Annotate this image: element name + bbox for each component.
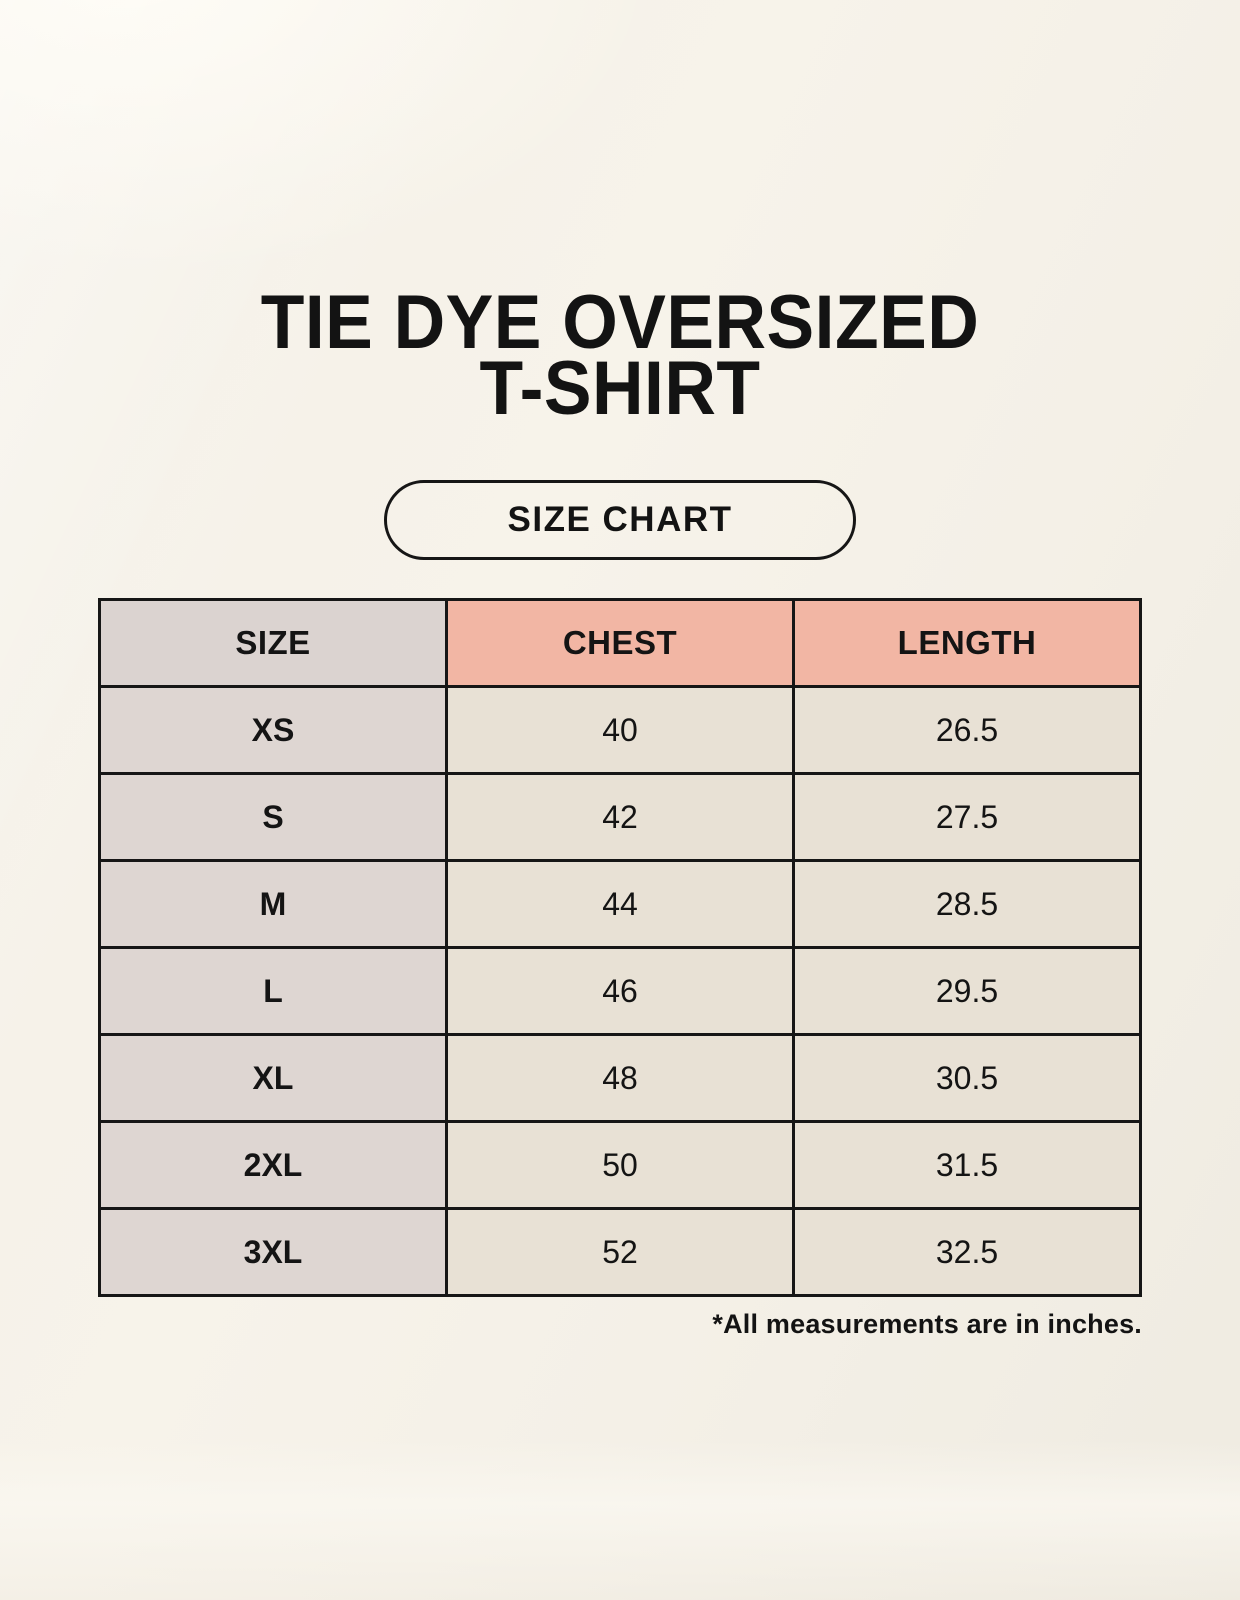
chest-value: 50: [445, 1120, 795, 1211]
column-header-size: SIZE: [98, 598, 448, 689]
size-label: L: [98, 946, 448, 1037]
table-row-xl: XL 48 30.5: [98, 1033, 1142, 1124]
table-row-2xl: 2XL 50 31.5: [98, 1120, 1142, 1211]
chest-value: 46: [445, 946, 795, 1037]
table-row-xs: XS 40 26.5: [98, 685, 1142, 776]
length-value: 32.5: [792, 1207, 1142, 1298]
column-header-length: LENGTH: [792, 598, 1142, 689]
chest-value: 44: [445, 859, 795, 950]
table-row-m: M 44 28.5: [98, 859, 1142, 950]
size-table-body: XS 40 26.5 S 42 27.5 M 44 28.5 L 46 29.5…: [98, 685, 1142, 1298]
chest-value: 52: [445, 1207, 795, 1298]
size-table-header: SIZE CHEST LENGTH: [98, 598, 1142, 689]
size-chart-badge: SIZE CHART: [384, 480, 856, 561]
table-row-3xl: 3XL 52 32.5: [98, 1207, 1142, 1298]
page-title-line1: TIE DYE OVERSIZED: [260, 280, 980, 365]
size-chart-badge-label: SIZE CHART: [507, 500, 733, 540]
length-value: 30.5: [792, 1033, 1142, 1124]
page-title-line2: T-SHIRT: [479, 346, 761, 432]
length-value: 31.5: [792, 1120, 1142, 1211]
size-label: 2XL: [98, 1120, 448, 1211]
size-label: XS: [98, 685, 448, 776]
length-value: 29.5: [792, 946, 1142, 1037]
length-value: 26.5: [792, 685, 1142, 776]
length-value: 27.5: [792, 772, 1142, 863]
table-row-l: L 46 29.5: [98, 946, 1142, 1037]
chest-value: 40: [445, 685, 795, 776]
chest-value: 42: [445, 772, 795, 863]
size-chart-graphic: TIE DYE OVERSIZED T-SHIRT SIZE CHART SIZ…: [37, 0, 1203, 1340]
header-row: SIZE CHEST LENGTH: [98, 598, 1142, 689]
chest-value: 48: [445, 1033, 795, 1124]
size-label: 3XL: [98, 1207, 448, 1298]
table-row-s: S 42 27.5: [98, 772, 1142, 863]
size-table: SIZE CHEST LENGTH XS 40 26.5 S 42 27.5 M…: [98, 598, 1142, 1298]
length-value: 28.5: [792, 859, 1142, 950]
size-label: S: [98, 772, 448, 863]
page-title: TIE DYE OVERSIZED T-SHIRT: [37, 0, 1203, 432]
size-label: XL: [98, 1033, 448, 1124]
measurements-note: *All measurements are in inches.: [712, 1309, 1142, 1340]
size-label: M: [98, 859, 448, 950]
column-header-chest: CHEST: [445, 598, 795, 689]
